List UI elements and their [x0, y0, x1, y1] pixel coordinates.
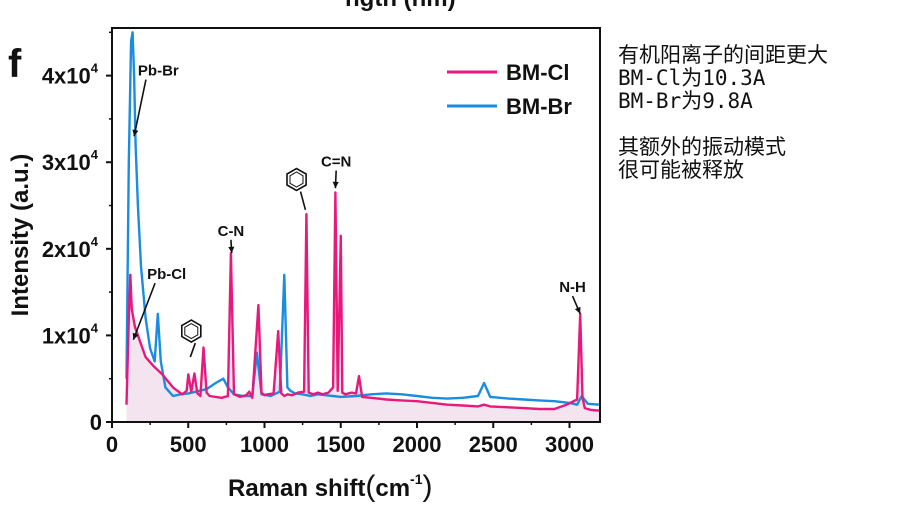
annotation-arrowhead	[132, 129, 139, 137]
series-fills	[126, 192, 600, 422]
annotation-arrowhead	[228, 246, 235, 254]
x-tick-label: 1500	[316, 432, 365, 457]
legend-label-bm-br: BM-Br	[506, 94, 572, 119]
series-line-bm-br	[125, 31, 601, 406]
x-axis-title-paren-close: )	[423, 470, 433, 503]
y-tick-exponent: 4	[91, 61, 99, 76]
y-tick-exponent: 4	[91, 320, 99, 335]
annotation-arrow	[299, 191, 307, 211]
note-line-1: 有机阳离子的间距更大	[618, 43, 828, 67]
x-tick-label: 1000	[240, 432, 289, 457]
y-tick-exponent: 4	[91, 234, 99, 249]
benzene-icon	[181, 319, 202, 344]
annotation-label: Pb-Cl	[147, 266, 186, 283]
annotation-label: Pb-Br	[138, 63, 179, 80]
note-line-3: BM-Br为9.8A	[618, 89, 753, 113]
peak-annotations: Pb-Br Pb-Cl C-N C=N N-H	[132, 63, 586, 358]
series-fill-bm-cl	[126, 192, 600, 422]
x-tick-label: 500	[170, 432, 207, 457]
series-lines	[125, 31, 601, 412]
y-tick-label: 1x104	[42, 320, 99, 348]
annotation-arrowhead	[574, 306, 581, 314]
y-tick-label: 4x104	[42, 61, 99, 89]
annotation-label: N-H	[559, 279, 586, 296]
benzene-icon	[286, 167, 307, 192]
x-axis-ticks: 0 500 1000 1500 2000 2500 3000	[106, 422, 594, 457]
annotation-arrow	[132, 282, 156, 341]
benzene-ring	[286, 167, 307, 192]
panel-letter: f	[8, 42, 22, 86]
annotation-arrowhead	[332, 181, 339, 189]
y-tick-label: 2x104	[42, 234, 99, 262]
note-line-5: 很可能被释放	[618, 158, 744, 182]
annotation-label: C-N	[218, 223, 245, 240]
note-line-2: BM-Cl为10.3A	[618, 66, 766, 90]
annotation-arrow	[133, 79, 147, 137]
y-tick-mantissa: 2x10	[42, 237, 91, 262]
x-tick-label: 3000	[545, 432, 594, 457]
note-line-4: 其额外的振动模式	[618, 135, 786, 159]
clipped-top-title: ngth (nm)	[345, 0, 456, 12]
y-tick-mantissa: 1x10	[42, 323, 91, 348]
y-tick-mantissa: 3x10	[42, 150, 91, 175]
x-axis-title-unit-exp: -1	[410, 471, 423, 487]
y-tick-label: 0	[90, 410, 102, 435]
annotation-arrow	[189, 342, 197, 358]
benzene-inner	[184, 323, 199, 340]
y-axis-title: Intensity (a.u.)	[7, 154, 34, 317]
x-axis-title: Raman shift(cm-1)	[228, 470, 433, 503]
y-tick-mantissa: 4x10	[42, 64, 91, 89]
legend-label-bm-cl: BM-Cl	[506, 60, 570, 85]
plot-frame	[111, 27, 601, 423]
notes-panel: 有机阳离子的间距更大 BM-Cl为10.3A BM-Br为9.8A 其额外的振动…	[618, 44, 828, 182]
annotation-arrowhead	[132, 332, 139, 340]
y-tick-exponent: 4	[91, 147, 99, 162]
annotation-label: C=N	[321, 154, 351, 171]
y-tick-label: 3x104	[42, 147, 99, 175]
benzene-ring	[181, 319, 202, 344]
note-gap	[618, 113, 828, 136]
x-axis-title-paren-open: (	[365, 470, 375, 503]
x-tick-label: 2500	[469, 432, 518, 457]
series-line-bm-cl	[125, 191, 601, 412]
x-tick-label: 2000	[393, 432, 442, 457]
x-axis-title-unit: cm	[375, 475, 410, 502]
x-axis-title-main: Raman shift	[228, 475, 365, 502]
benzene-inner	[289, 171, 304, 188]
x-tick-label: 0	[106, 432, 118, 457]
legend: BM-Cl BM-Br	[447, 60, 572, 119]
